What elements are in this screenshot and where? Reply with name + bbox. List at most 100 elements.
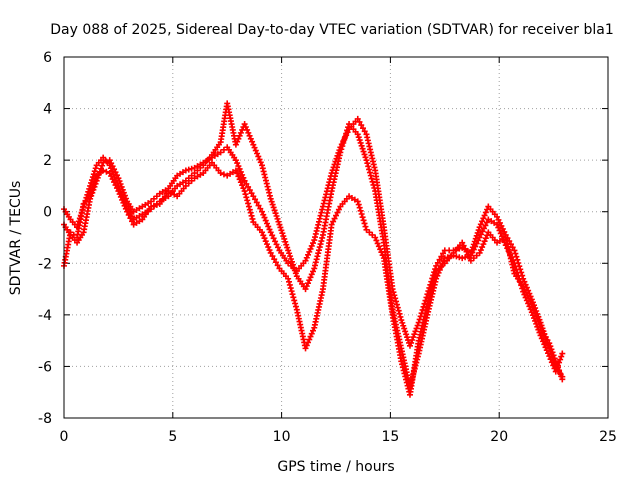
data-point-trace-a bbox=[474, 229, 481, 236]
data-point-trace-b bbox=[309, 268, 316, 275]
grid-lines bbox=[64, 57, 608, 418]
data-point-trace-b bbox=[358, 142, 365, 149]
data-point-trace-b bbox=[307, 274, 314, 281]
data-point-trace-a bbox=[354, 115, 361, 122]
data-point-trace-a bbox=[245, 183, 252, 190]
data-point-trace-b bbox=[288, 255, 295, 262]
data-point-trace-c bbox=[263, 241, 270, 248]
chart-title: Day 088 of 2025, Sidereal Day-to-day VTE… bbox=[50, 22, 613, 38]
data-point-trace-b bbox=[470, 246, 477, 253]
data-point-trace-c bbox=[558, 373, 565, 380]
data-point-trace-a bbox=[498, 222, 505, 229]
y-tick-label: -6 bbox=[38, 359, 52, 375]
data-point-trace-c bbox=[525, 295, 532, 302]
data-point-trace-b bbox=[362, 154, 369, 161]
data-point-trace-a bbox=[243, 180, 250, 187]
data-point-trace-c bbox=[88, 190, 95, 197]
data-point-trace-b bbox=[547, 356, 554, 363]
data-point-trace-a bbox=[262, 217, 269, 224]
data-point-trace-a bbox=[99, 162, 106, 169]
data-point-trace-c bbox=[331, 215, 338, 222]
data-point-trace-b bbox=[272, 210, 279, 217]
data-point-trace-a bbox=[398, 317, 405, 324]
data-point-trace-c bbox=[359, 214, 366, 221]
data-point-trace-a bbox=[399, 319, 406, 326]
data-point-trace-c bbox=[551, 355, 558, 362]
data-point-trace-b bbox=[276, 221, 283, 228]
data-point-trace-b bbox=[278, 227, 285, 234]
data-point-trace-a bbox=[406, 342, 413, 349]
data-point-trace-c bbox=[479, 244, 486, 251]
data-point-trace-c bbox=[482, 235, 489, 242]
data-point-trace-b bbox=[289, 261, 296, 268]
data-point-trace-c bbox=[269, 253, 276, 260]
data-point-trace-b bbox=[256, 156, 263, 163]
data-point-trace-b bbox=[236, 132, 243, 139]
data-point-trace-b bbox=[475, 237, 482, 244]
data-point-trace-b bbox=[282, 238, 289, 245]
data-point-trace-b bbox=[366, 169, 373, 176]
data-point-trace-c bbox=[520, 283, 527, 290]
data-point-trace-a bbox=[482, 209, 489, 216]
data-point-trace-b bbox=[340, 139, 347, 146]
data-point-trace-c bbox=[125, 211, 132, 218]
data-point-trace-c bbox=[361, 220, 368, 227]
data-point-trace-c bbox=[288, 288, 295, 295]
data-point-trace-c bbox=[290, 294, 297, 301]
data-point-trace-a bbox=[397, 313, 404, 320]
data-point-trace-a bbox=[307, 245, 314, 252]
data-point-trace-b bbox=[453, 253, 460, 260]
data-point-trace-c bbox=[481, 238, 488, 245]
data-point-trace-c bbox=[124, 208, 131, 215]
data-point-trace-b bbox=[341, 136, 348, 143]
data-point-trace-c bbox=[305, 339, 312, 346]
data-point-trace-a bbox=[252, 196, 259, 203]
data-point-trace-c bbox=[554, 364, 561, 371]
data-point-trace-a bbox=[436, 256, 443, 263]
data-point-trace-a bbox=[403, 331, 410, 338]
data-point-trace-c bbox=[272, 259, 279, 266]
data-point-trace-b bbox=[285, 247, 292, 254]
data-point-trace-a bbox=[479, 218, 486, 225]
data-point-trace-b bbox=[514, 269, 521, 276]
data-point-trace-b bbox=[275, 218, 282, 225]
data-point-trace-a bbox=[261, 214, 268, 221]
data-point-trace-b bbox=[482, 222, 489, 229]
data-point-trace-a bbox=[421, 300, 428, 307]
data-point-trace-b bbox=[290, 264, 297, 271]
data-point-trace-c bbox=[462, 245, 469, 252]
data-point-trace-c bbox=[356, 204, 363, 211]
data-point-trace-b bbox=[268, 198, 275, 205]
data-point-trace-a bbox=[395, 307, 402, 314]
data-point-trace-b bbox=[286, 250, 293, 257]
data-point-trace-c bbox=[354, 198, 361, 205]
data-point-trace-a bbox=[265, 223, 272, 230]
data-point-trace-a bbox=[400, 322, 407, 329]
data-point-trace-b bbox=[235, 135, 242, 142]
data-point-trace-c bbox=[527, 298, 534, 305]
data-point-trace-b bbox=[237, 129, 244, 136]
data-point-trace-c bbox=[308, 330, 315, 337]
data-point-trace-b bbox=[478, 231, 485, 238]
data-point-trace-c bbox=[240, 185, 247, 192]
data-point-trace-b bbox=[459, 255, 466, 262]
data-point-trace-c bbox=[89, 184, 96, 191]
x-axis-label: GPS time / hours bbox=[277, 459, 394, 475]
data-point-trace-c bbox=[108, 173, 115, 180]
data-point-trace-c bbox=[291, 297, 298, 304]
data-point-trace-c bbox=[109, 176, 116, 183]
y-tick-label: 4 bbox=[43, 102, 52, 118]
data-point-trace-c bbox=[241, 188, 248, 195]
data-point-trace-a bbox=[394, 304, 401, 311]
data-point-trace-c bbox=[148, 203, 155, 210]
data-point-trace-a bbox=[480, 215, 487, 222]
data-point-trace-b bbox=[357, 139, 364, 146]
data-point-trace-b bbox=[246, 132, 253, 139]
data-point-trace-c bbox=[87, 193, 94, 200]
data-point-trace-b bbox=[280, 233, 287, 240]
data-point-trace-b bbox=[255, 153, 262, 160]
data-point-trace-c bbox=[249, 215, 256, 222]
data-point-trace-a bbox=[241, 177, 248, 184]
data-point-trace-b bbox=[338, 146, 345, 153]
